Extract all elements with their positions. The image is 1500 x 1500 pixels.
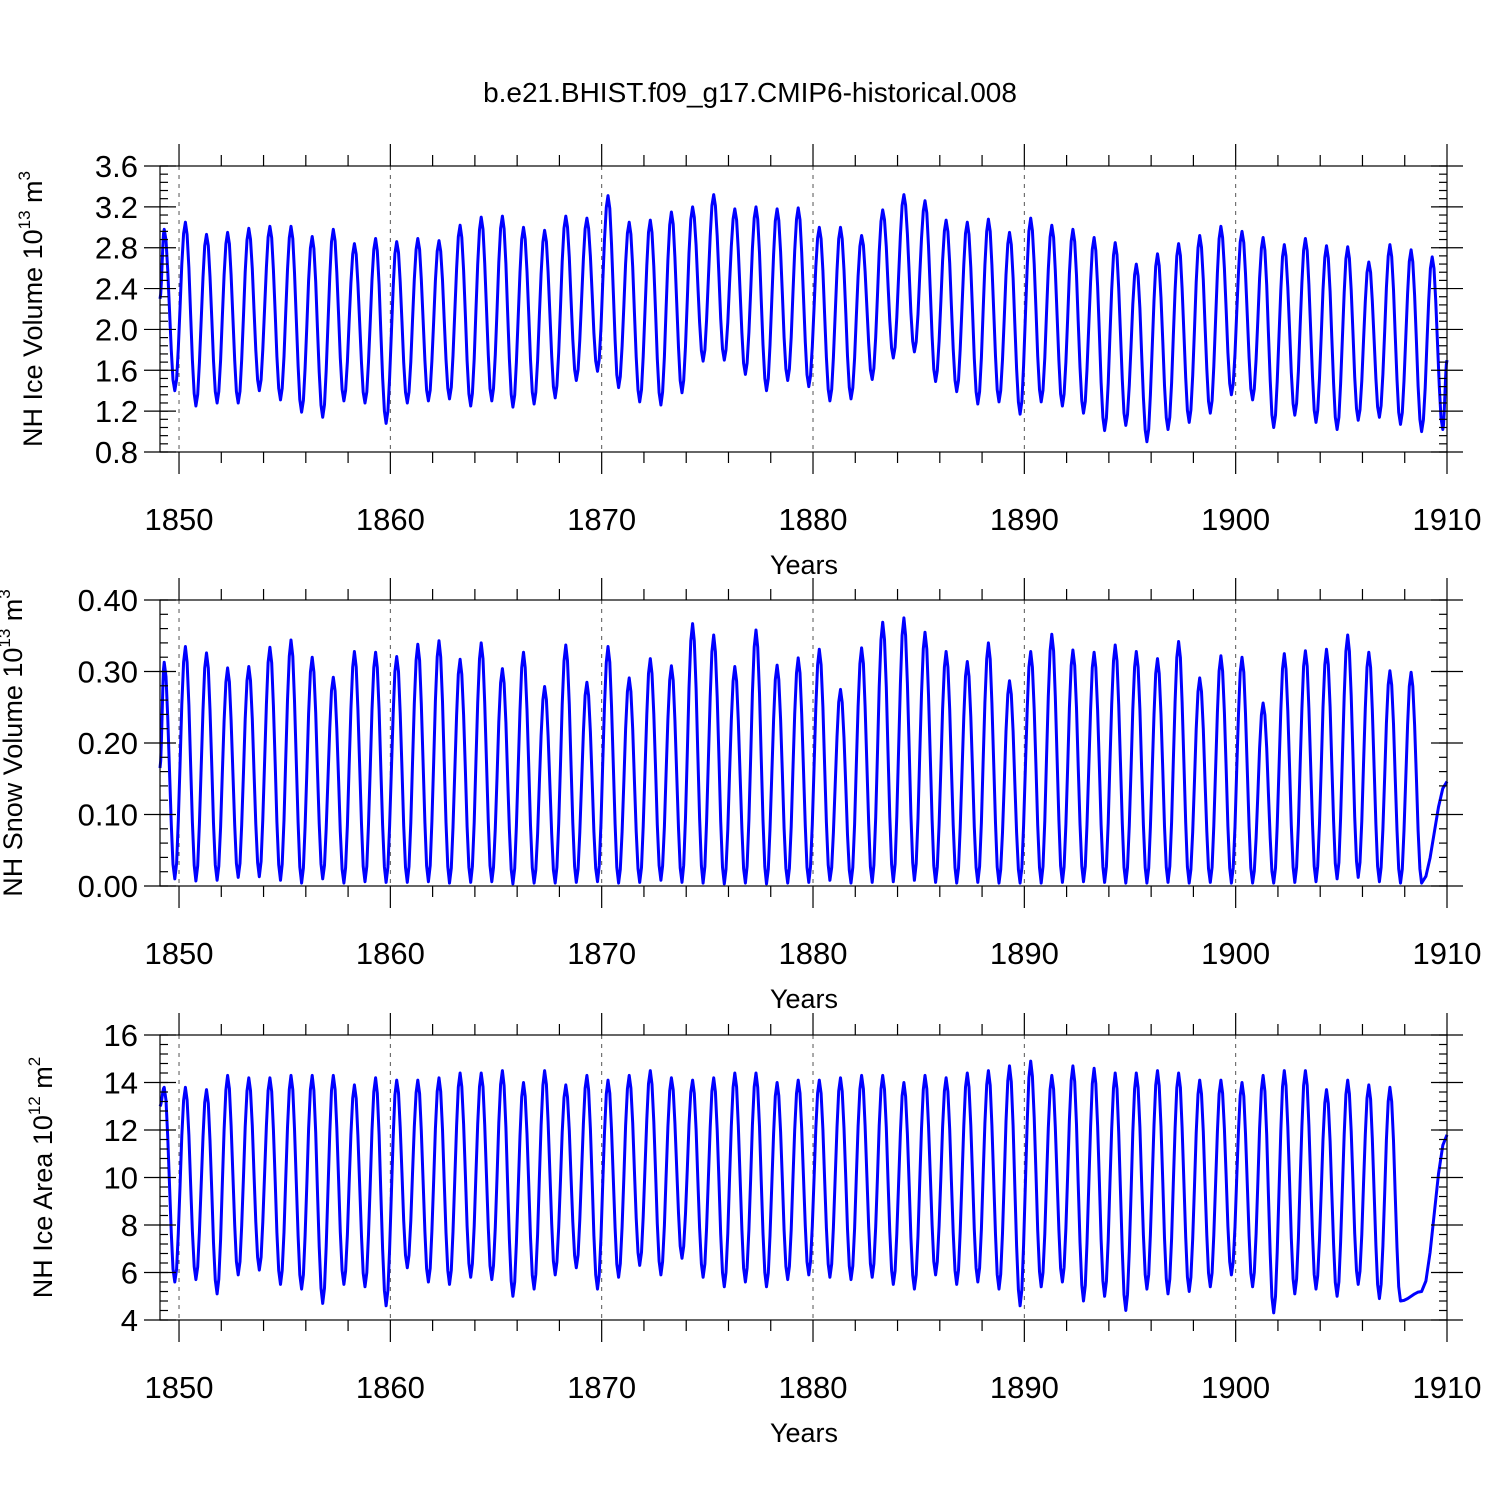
x-tick-label: 1870 (567, 936, 636, 971)
y-label-unit-power: 2 (25, 1057, 44, 1066)
x-tick-label: 1890 (990, 502, 1059, 537)
y-tick-label: 10 (104, 1161, 138, 1196)
x-tick-labels: 1850 1860 1870 1880 1890 1900 1910 (145, 936, 1482, 971)
series-line (158, 616, 1449, 886)
x-tick-label: 1900 (1201, 1370, 1270, 1405)
grid-layer (178, 1035, 1237, 1320)
y-label-unit-power: 3 (15, 171, 34, 180)
y-axis-label: NH Ice Volume 1013 m3 (15, 171, 48, 447)
y-tick-label: 0.8 (95, 435, 138, 470)
y-label-text: NH Ice Volume 10 (18, 229, 48, 447)
chart-title: b.e21.BHIST.f09_g17.CMIP6-historical.008 (483, 77, 1017, 108)
y-tick-label: 0.10 (78, 798, 138, 833)
y-tick-label: 3.6 (95, 149, 138, 184)
y-axis-label: NH Snow Volume 1013 m3 (0, 589, 28, 897)
ticks-layer (144, 578, 1463, 908)
y-tick-label: 0.00 (78, 869, 138, 904)
x-tick-label: 1860 (356, 1370, 425, 1405)
y-label-text: NH Ice Area 10 (28, 1115, 58, 1298)
grid-layer (178, 166, 1237, 452)
y-label-unit: m (18, 180, 48, 210)
y-tick-label: 0.20 (78, 726, 138, 761)
panel-snow-volume: 0.00 0.10 0.20 0.30 0.40 1850 1860 1870 1880 189… (0, 578, 1481, 1014)
y-tick-label: 1.2 (95, 394, 138, 429)
y-axis-label: NH Ice Area 1012 m2 (25, 1057, 58, 1298)
y-label-exponent: 13 (0, 629, 14, 648)
y-label-exponent: 13 (15, 210, 34, 229)
y-tick-labels: 4 6 8 10 12 14 16 (104, 1018, 138, 1338)
y-tick-label: 2.8 (95, 231, 138, 266)
x-tick-label: 1880 (779, 502, 848, 537)
y-tick-label: 12 (104, 1113, 138, 1148)
y-tick-label: 1.6 (95, 353, 138, 388)
y-tick-label: 6 (121, 1256, 138, 1291)
x-tick-label: 1870 (567, 502, 636, 537)
y-tick-label: 2.4 (95, 272, 138, 307)
y-tick-label: 16 (104, 1018, 138, 1053)
x-tick-labels: 1850 1860 1870 1880 1890 1900 1910 (145, 1370, 1482, 1405)
x-tick-labels: 1850 1860 1870 1880 1890 1900 1910 (145, 502, 1482, 537)
x-tick-label: 1880 (779, 936, 848, 971)
y-tick-label: 3.2 (95, 190, 138, 225)
y-label-unit: m (0, 599, 28, 629)
y-tick-label: 14 (104, 1066, 138, 1101)
panel-ice-volume: 0.8 1.2 1.6 2.0 2.4 2.8 3.2 3.6 1850 1860 1870 188… (15, 144, 1481, 580)
x-tick-label: 1880 (779, 1370, 848, 1405)
y-tick-label: 2.0 (95, 312, 138, 347)
y-label-unit-power: 3 (0, 589, 14, 598)
x-tick-label: 1850 (145, 936, 214, 971)
panel-ice-area: 4 6 8 10 12 14 16 1850 1860 1870 1880 1890 1900 1910… (25, 1013, 1481, 1448)
plot-frame (159, 165, 1448, 453)
y-tick-label: 4 (121, 1303, 138, 1338)
y-tick-label: 0.30 (78, 655, 138, 690)
y-tick-labels: 0.8 1.2 1.6 2.0 2.4 2.8 3.2 3.6 (95, 149, 138, 470)
x-axis-label: Years (770, 1418, 838, 1448)
grid-layer (178, 600, 1237, 886)
y-tick-label: 8 (121, 1208, 138, 1243)
y-label-text: NH Snow Volume 10 (0, 648, 28, 897)
x-tick-label: 1890 (990, 1370, 1059, 1405)
y-label-unit: m (28, 1066, 58, 1096)
y-label-exponent: 12 (25, 1096, 44, 1115)
x-tick-label: 1910 (1413, 502, 1482, 537)
x-tick-label: 1900 (1201, 936, 1270, 971)
x-tick-label: 1850 (145, 1370, 214, 1405)
x-tick-label: 1870 (567, 1370, 636, 1405)
series-line (158, 193, 1449, 444)
series-line (158, 1059, 1449, 1315)
x-tick-label: 1890 (990, 936, 1059, 971)
x-tick-label: 1910 (1413, 1370, 1482, 1405)
x-tick-label: 1850 (145, 502, 214, 537)
y-tick-labels: 0.00 0.10 0.20 0.30 0.40 (78, 583, 138, 904)
x-tick-label: 1900 (1201, 502, 1270, 537)
y-tick-label: 0.40 (78, 583, 138, 618)
x-tick-label: 1860 (356, 502, 425, 537)
x-axis-label: Years (770, 984, 838, 1014)
ticks-layer (144, 144, 1463, 474)
x-tick-label: 1860 (356, 936, 425, 971)
x-tick-label: 1910 (1413, 936, 1482, 971)
x-axis-label: Years (770, 550, 838, 580)
ticks-layer (144, 1013, 1463, 1342)
